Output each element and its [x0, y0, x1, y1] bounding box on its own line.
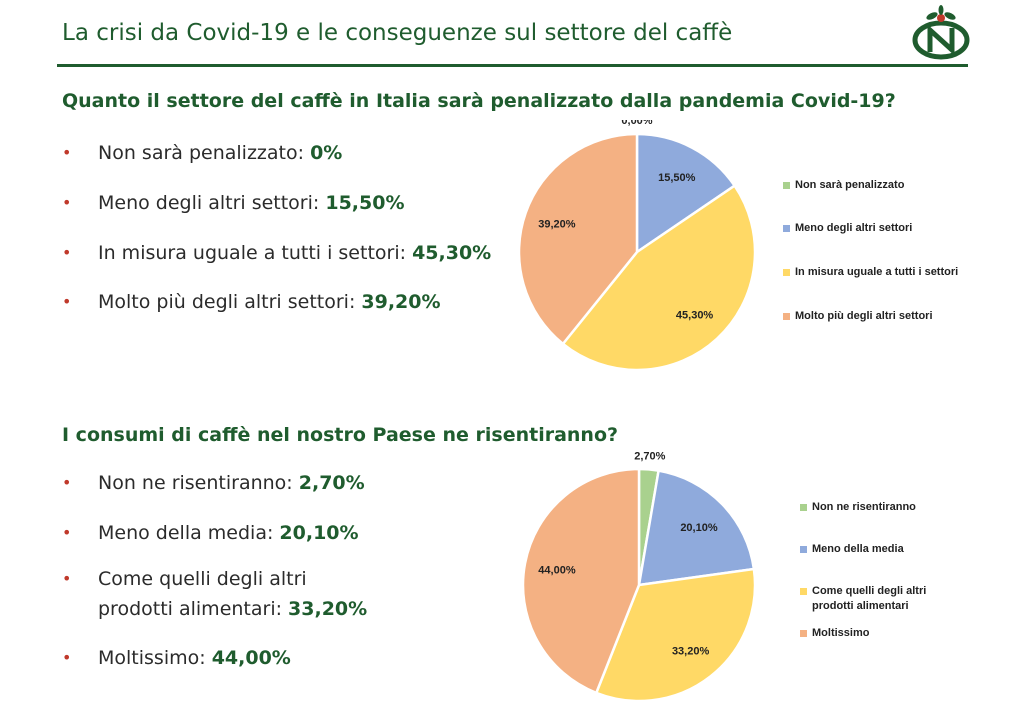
legend-label: Non ne risentiranno	[812, 501, 916, 513]
data-label: 2,70%	[634, 450, 665, 462]
bullet-value: 20,10%	[279, 522, 359, 544]
pie-slice	[594, 567, 757, 703]
bullet-label: Meno degli altri settori:	[98, 192, 326, 214]
pie-slice	[561, 183, 757, 372]
brand-logo-icon	[912, 5, 970, 60]
legend-label: Meno della media	[812, 543, 904, 555]
bullet-label: Non ne risentiranno:	[98, 472, 299, 494]
pie-chart-penalizzazione: 0,00% 15,50% 45,30% 39,20%	[517, 120, 757, 372]
data-label: 45,30%	[676, 309, 714, 321]
legend-label: Meno degli altri settori	[795, 222, 913, 234]
bullet-label: Non sarà penalizzato:	[98, 142, 311, 164]
bullet-label: Molto più degli altri settori:	[98, 291, 362, 313]
legend-swatch	[800, 504, 807, 511]
data-label: 39,20%	[538, 219, 576, 231]
bullet-value: 15,50%	[325, 192, 405, 214]
bullet-value: 44,00%	[211, 647, 291, 669]
bullet-icon: •	[62, 473, 72, 492]
pie-slice	[517, 132, 639, 346]
question-2: I consumi di caffè nel nostro Paese ne r…	[62, 424, 619, 446]
data-label: 15,50%	[658, 172, 696, 184]
bullet-label-line1: Come quelli degli altri	[98, 568, 307, 590]
bullet-value: 39,20%	[361, 291, 441, 313]
bullet-label: Meno della media:	[98, 522, 280, 544]
bullet-icon: •	[62, 143, 72, 162]
bullet-value: 45,30%	[412, 242, 492, 264]
bullet-icon: •	[62, 523, 72, 542]
legend-label: Molto più degli altri settori	[795, 310, 933, 322]
legend-swatch	[800, 588, 807, 595]
legend-swatch	[783, 269, 790, 276]
bullet-icon: •	[62, 193, 72, 212]
bullet-icon: •	[62, 243, 72, 262]
page-title: La crisi da Covid-19 e le conseguenze su…	[62, 20, 733, 46]
legend-swatch	[783, 225, 790, 232]
legend-label: Non sarà penalizzato	[795, 179, 905, 191]
bullet-label: In misura uguale a tutti i settori:	[98, 242, 413, 264]
bullet-label: Moltissimo:	[98, 647, 212, 669]
data-label: 0,00%	[621, 120, 652, 127]
legend-swatch	[783, 182, 790, 189]
legend-label: Come quelli degli altri prodotti alimenta…	[812, 585, 927, 612]
legend-swatch	[800, 630, 807, 637]
pie-slice	[635, 132, 737, 255]
pie-slice	[637, 469, 756, 587]
legend-label: Moltissimo	[812, 627, 870, 639]
pie-slice	[521, 467, 641, 695]
bullet-icon: •	[62, 648, 72, 667]
data-label: 33,20%	[672, 646, 710, 658]
legend-swatch	[783, 313, 790, 320]
pie-chart-consumi: 2,70% 20,10% 33,20% 44,00%	[521, 450, 757, 703]
bullet-value: 0%	[310, 142, 343, 164]
data-label: 44,00%	[538, 564, 576, 576]
bullet-label: prodotti alimentari:	[98, 598, 289, 620]
data-label: 20,10%	[680, 522, 718, 534]
bullet-icon: •	[62, 292, 72, 311]
bullet-value: 33,20%	[288, 598, 368, 620]
question-1: Quanto il settore del caffè in Italia sa…	[62, 90, 896, 112]
legend-swatch	[800, 546, 807, 553]
header-divider	[57, 64, 968, 67]
bullet-icon: •	[62, 569, 72, 588]
bullet-value: 2,70%	[298, 472, 365, 494]
legend-label: In misura uguale a tutti i settori	[795, 266, 959, 278]
